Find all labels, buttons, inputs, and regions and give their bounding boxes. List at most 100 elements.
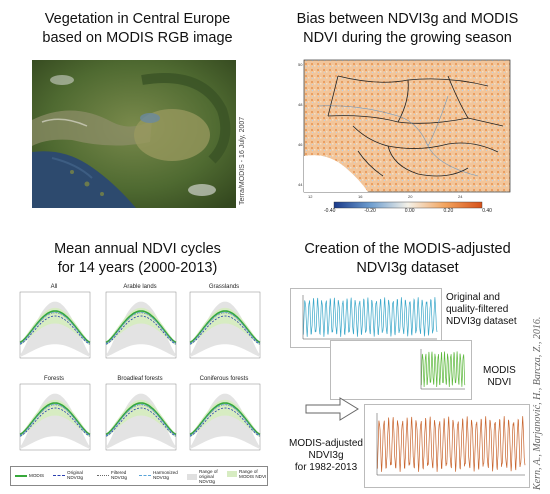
svg-text:20: 20: [408, 194, 413, 199]
time-series-line: [302, 297, 438, 337]
colorbar-ticks: -0.40 -0.20 0.00 0.20 0.40: [324, 208, 492, 214]
author-credit: Kern, A., Marjanović, H., Barcza, Z., 20…: [532, 300, 546, 490]
modis-rgb-image: [32, 60, 236, 208]
legend-swatch: [15, 474, 27, 477]
legend-modis: MODIS: [15, 473, 44, 478]
legend-swatch: [187, 473, 197, 480]
panel-label-forests: Forests: [43, 376, 64, 382]
legend-harmonized: Harmonized NDVI3g: [139, 470, 187, 480]
harmonized-curve: [19, 311, 91, 344]
range-original-band: [106, 301, 176, 357]
panel-label-coniferous: Coniferous forests: [199, 376, 249, 382]
panel-label-broadleaf: Broadleaf forests: [117, 376, 163, 382]
original-curve: [189, 315, 261, 345]
note-line: Original and: [446, 292, 500, 303]
bias-map-drawing: 50 48 46 44 12 16 20 24: [298, 59, 511, 209]
title-line: NDVI3g dataset: [356, 260, 459, 276]
original-curve: [189, 407, 261, 437]
harmonized-curve: [105, 403, 177, 436]
cycle-panel: [189, 383, 261, 451]
title-line: Creation of the MODIS-adjusted: [304, 241, 511, 257]
legend-range-original: Range of original NDVI3g: [187, 469, 225, 484]
legend-label: Range of original NDVI3g: [199, 469, 218, 484]
modis-series-chart: [420, 349, 466, 390]
time-series-line: [376, 416, 526, 472]
title-bottom-right: Creation of the MODIS-adjusted NDVI3g da…: [280, 240, 535, 278]
series-axes: [420, 349, 465, 390]
cycle-panel: [105, 383, 177, 451]
harmonized-curve: [105, 311, 177, 344]
legend-label: Filtered NDVI3g: [111, 470, 128, 480]
legend-swatch: [139, 474, 151, 476]
adjusted-series-panel: [364, 404, 530, 488]
panel-label-arable: Arable lands: [123, 284, 157, 290]
legend-original: Original NDVI3g: [53, 470, 97, 480]
note-line: NDVI3g dataset: [446, 316, 517, 327]
legend-label: Original NDVI3g: [67, 470, 84, 480]
title-line: Vegetation in Central Europe: [44, 11, 231, 27]
svg-text:16: 16: [358, 194, 363, 199]
note-line: quality-filtered: [446, 304, 509, 315]
title-line: for 14 years (2000-2013): [57, 260, 218, 276]
title-top-right: Bias between NDVI3g and MODIS NDVI durin…: [280, 10, 535, 48]
colorbar: [333, 201, 483, 209]
series-axes: [376, 413, 525, 476]
range-original-band: [20, 393, 90, 449]
svg-text:46: 46: [298, 142, 303, 147]
author-credit-text: Kern, A., Marjanović, H., Barcza, Z., 20…: [532, 316, 543, 490]
svg-text:24: 24: [458, 194, 463, 199]
note-line: for 1982-2013: [294, 462, 358, 473]
original-curve: [19, 315, 91, 345]
modis-curve: [189, 402, 261, 436]
harmonized-curve: [189, 311, 261, 344]
svg-text:48: 48: [298, 102, 303, 107]
title-line: NDVI during the growing season: [303, 30, 512, 46]
range-original-band: [106, 393, 176, 449]
harmonized-curve: [189, 403, 261, 436]
cycle-panel: [19, 291, 91, 359]
colorbar-tick: 0.40: [482, 208, 492, 214]
legend-label: Harmonized NDVI3g: [153, 470, 178, 480]
ndvi3g-series-chart: [302, 295, 438, 340]
note-modis: MODIS NDVI: [483, 365, 516, 389]
cycle-panel: [19, 383, 91, 451]
cycle-panel: [105, 291, 177, 359]
legend-range-modis: Range of MODIS NDVI: [227, 469, 267, 479]
note-adjusted: MODIS-adjusted NDVI3g for 1982-2013: [288, 438, 364, 474]
range-original-band: [20, 301, 90, 357]
adjusted-series-chart: [376, 413, 526, 476]
svg-text:50: 50: [298, 62, 303, 67]
series-axes: [302, 295, 437, 340]
flow-arrow-icon: [305, 397, 359, 421]
original-curve: [105, 407, 177, 437]
legend-label: Range of MODIS NDVI: [239, 469, 267, 479]
range-original-band: [190, 301, 260, 357]
bias-map: 50 48 46 44 12 16 20 24 -0.40 -0.20 0.00 0.20 …: [298, 56, 516, 216]
image-credit: Terra/MODIS - 16 July, 2007: [239, 116, 246, 205]
original-curve: [19, 407, 91, 437]
title-bottom-left: Mean annual NDVI cycles for 14 years (20…: [10, 240, 265, 278]
note-line: MODIS-adjusted: [289, 438, 363, 449]
note-original: Original and quality-filtered NDVI3g dat…: [446, 292, 517, 328]
modis-curve: [19, 402, 91, 436]
time-series-line: [420, 351, 466, 388]
legend-swatch: [227, 471, 237, 477]
cycle-panel: [189, 291, 261, 359]
original-curve: [105, 315, 177, 345]
ndvi-cycles-grid: All Arable lands Grasslands Forests Broa…: [6, 282, 268, 486]
colorbar-tick: -0.20: [364, 208, 376, 214]
harmonized-curve: [19, 403, 91, 436]
title-line: Mean annual NDVI cycles: [54, 241, 221, 257]
modis-curve: [19, 310, 91, 344]
svg-text:44: 44: [298, 182, 303, 187]
colorbar-tick: 0.20: [443, 208, 454, 214]
note-line: NDVI3g: [308, 450, 344, 461]
modis-curve: [105, 402, 177, 436]
legend-swatch: [53, 474, 65, 476]
modis-curve: [105, 310, 177, 344]
legend-swatch: [97, 474, 109, 476]
legend-filtered: Filtered NDVI3g: [97, 470, 141, 480]
cycles-legend: MODIS Original NDVI3g Filtered NDVI3g Ha…: [10, 466, 268, 486]
svg-text:12: 12: [308, 194, 313, 199]
ndvi-cycles-plots: [19, 291, 261, 451]
